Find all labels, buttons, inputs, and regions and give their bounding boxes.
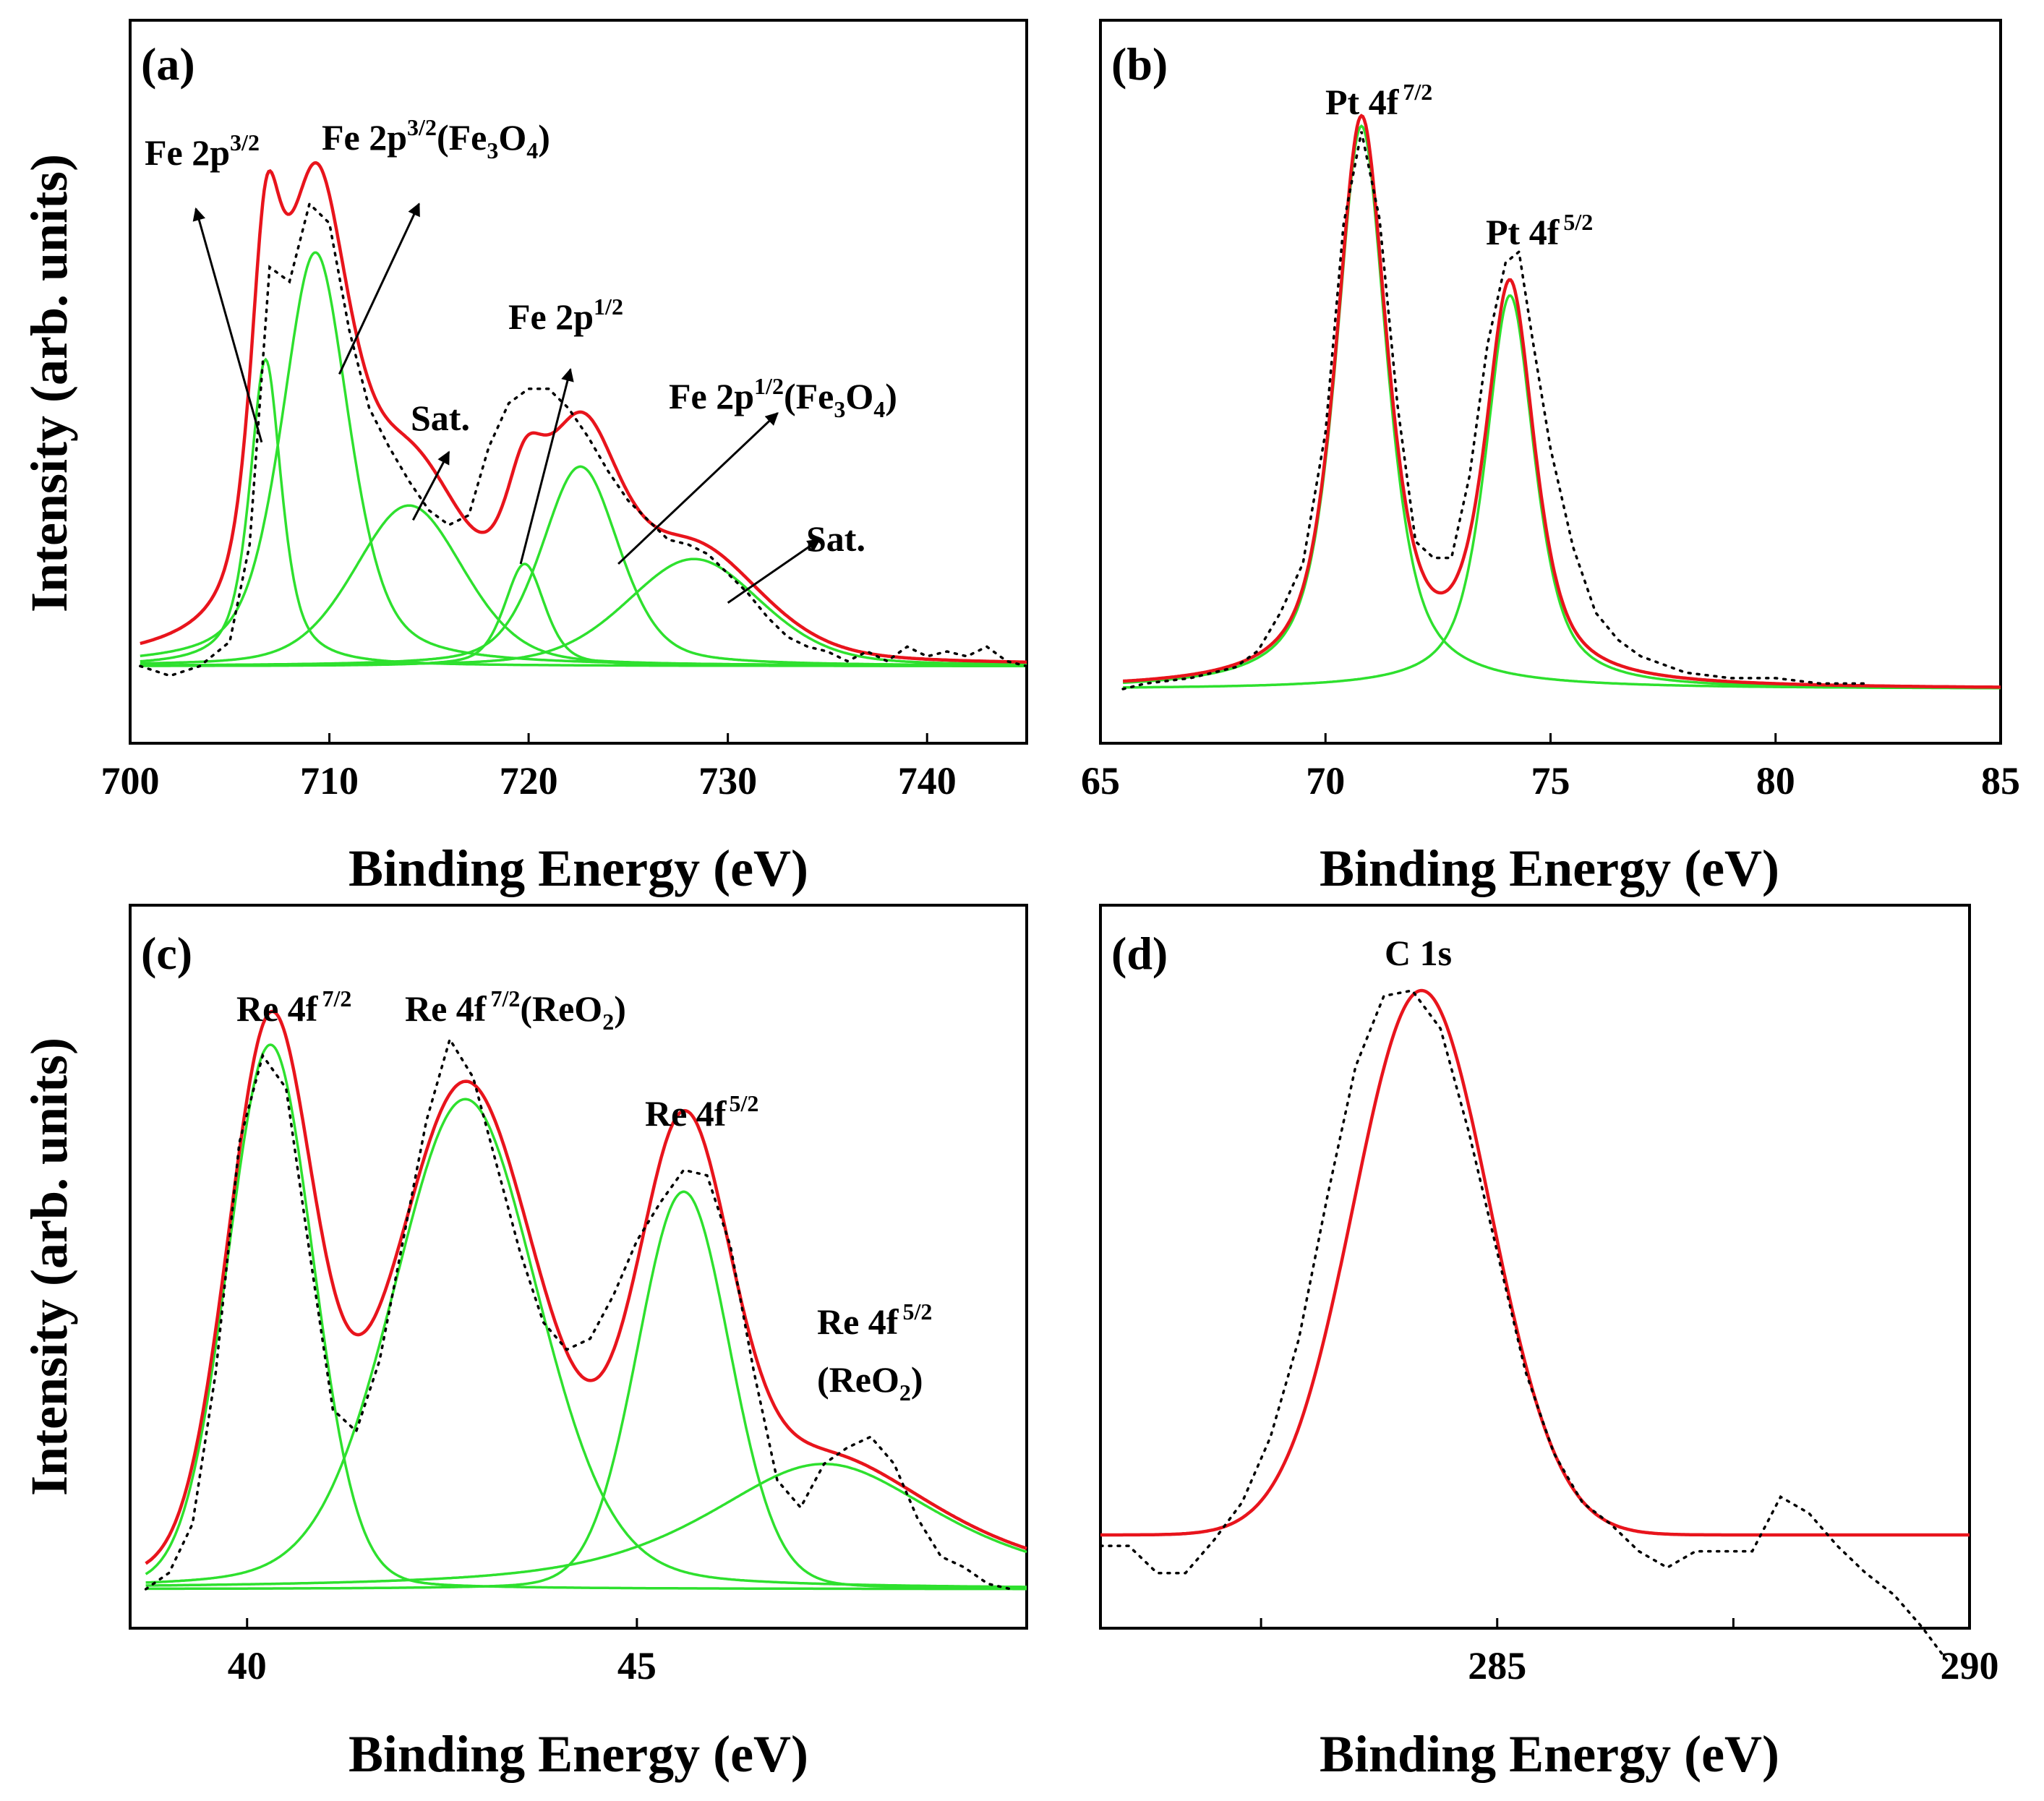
peak-label-re4f52: Re 4f 5/2 [645,1090,758,1134]
x-tick-label: 70 [1306,759,1345,803]
panel-b-xlabel: Binding Energy (eV) [1320,839,1779,897]
component-fit-1 [1100,989,1970,1536]
x-tick-label: 80 [1756,759,1795,803]
component-fit-2 [145,1098,1027,1588]
peak-label-re4f72-reo2: Re 4f 7/2(ReO2) [405,985,626,1035]
annotation-arrow-6 [727,539,821,604]
annotation-arrow-5 [617,412,779,565]
peak-label-sat-2: Sat. [806,518,865,559]
component-fit-6 [140,557,1027,667]
panel-b-plot: 65 70 75 80 85 [1081,114,2020,803]
panel-c-xlabel: Binding Energy (eV) [348,1725,808,1783]
component-fit-2 [1123,294,2001,690]
peak-label-fe2p32-fe3o4: Fe 2p3/2(Fe3O4) [322,114,550,163]
x-tick-label: 700 [101,759,160,803]
x-tick-label: 85 [1981,759,2020,803]
component-fit-3 [145,1190,1027,1591]
x-tick-label: 710 [300,759,359,803]
component-fit-1 [145,1043,1027,1591]
peak-label-re4f52-reo2: Re 4f 5/2 [817,1299,932,1342]
panel-d-label: (d) [1111,928,1168,979]
annotation-arrow-1 [192,207,263,443]
peak-label-re4f72: Re 4f 7/2 [236,985,351,1029]
annotation-arrow-3 [411,450,450,521]
peak-label-fe2p12: Fe 2p1/2 [508,294,623,337]
panel-d: 285 290 (d) Binding Energy (eV) C 1s [1099,904,1999,1783]
panel-a-xlabel: Binding Energy (eV) [348,839,808,897]
peak-label-c1s: C 1s [1385,933,1452,973]
panel-a-ylabel: Intensity (arb. units) [20,154,78,612]
component-fit-4 [145,1463,1027,1587]
x-tick-label: 285 [1468,1644,1526,1687]
panel-c: 40 45 (c) Binding Energy (eV) Intensity (… [20,904,1028,1783]
panel-a-frame [129,19,1028,745]
peak-label-pt4f72: Pt 4f 7/2 [1325,79,1432,122]
total-fit-envelope [145,1009,1027,1565]
panel-c-frame [129,904,1028,1630]
panel-c-plot: 40 45 [144,1009,1027,1687]
panel-b-frame [1099,19,2002,745]
x-tick-label: 75 [1531,759,1570,803]
panel-a-label: (a) [141,38,195,90]
raw-data-points [139,201,1028,677]
panel-d-plot: 285 290 [1099,988,1999,1687]
panel-c-ylabel: Intensity (arb. units) [20,1038,78,1496]
annotation-arrow-2 [338,202,420,375]
component-fit-3 [140,504,1027,667]
panel-d-frame [1099,904,1971,1630]
total-fit-envelope [1100,988,1970,1537]
panel-b-label: (b) [1111,38,1168,90]
panel-a-plot: 700 710 720 730 740 [101,161,1028,803]
annotation-arrow-4 [519,367,574,565]
peak-label-sat-1: Sat. [411,398,470,438]
x-tick-label: 65 [1081,759,1120,803]
x-tick-label: 730 [698,759,757,803]
x-tick-label: 45 [617,1644,657,1687]
raw-data-points [1099,989,1952,1667]
raw-data-points [144,1036,1013,1591]
panel-d-xlabel: Binding Energy (eV) [1320,1725,1779,1783]
x-tick-label: 40 [228,1644,267,1687]
panel-b: 65 70 75 80 85 (b) Binding Energy (eV) Pt 4f… [1081,19,2020,897]
x-tick-label: 740 [898,759,957,803]
panel-c-label: (c) [141,928,192,979]
peak-label-re4f52-reo2-line2: (ReO2) [817,1359,923,1406]
raw-data-points [1121,131,1868,690]
peak-label-pt4f52: Pt 4f 5/2 [1486,209,1593,252]
total-fit-envelope [1122,114,2001,689]
peak-label-fe2p32: Fe 2p3/2 [145,129,260,173]
x-tick-label: 290 [1941,1644,1999,1687]
x-tick-label: 720 [500,759,558,803]
peak-label-fe2p12-fe3o4: Fe 2p1/2(Fe3O4) [669,373,897,422]
panel-a: 700 710 720 730 740 (a) Binding Energy (eV) … [20,19,1028,897]
total-fit-envelope [140,161,1027,664]
